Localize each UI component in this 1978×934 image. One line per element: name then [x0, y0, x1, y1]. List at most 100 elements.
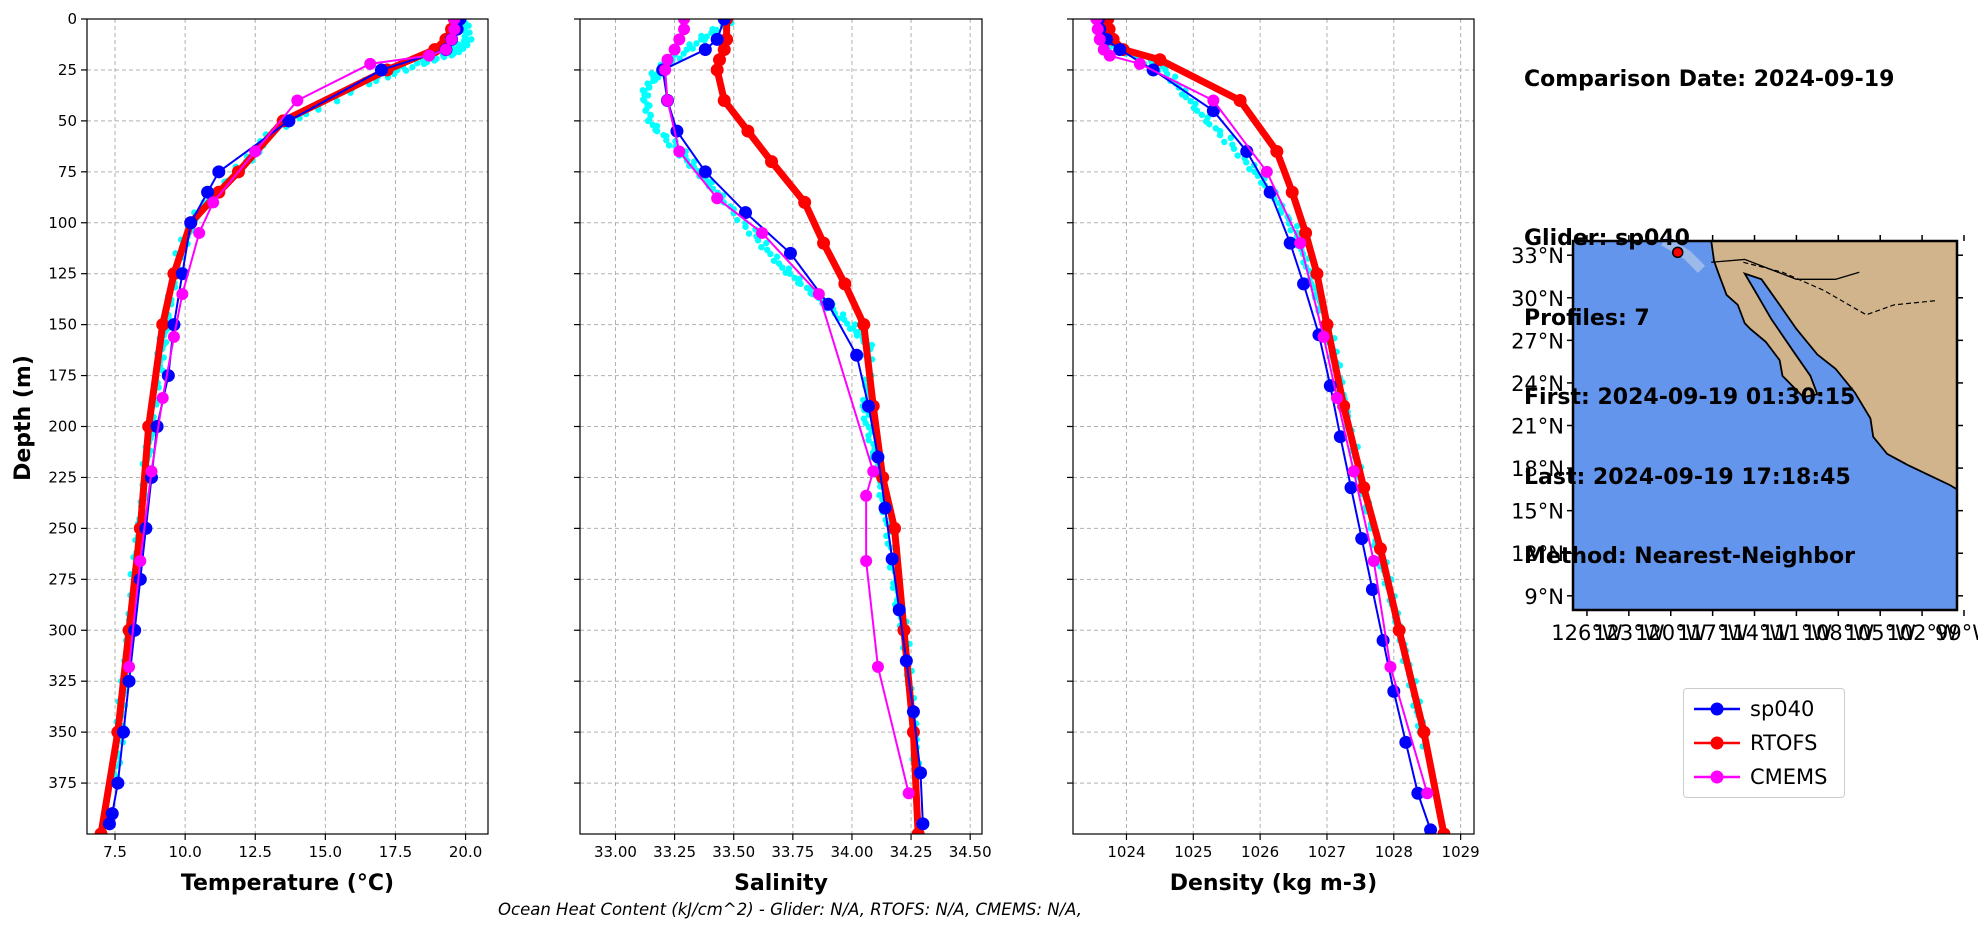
profile-count: Profiles: 7	[1524, 305, 1650, 331]
glider-profile-point	[763, 239, 770, 247]
cmems-point	[1367, 554, 1380, 567]
rtofs-point	[857, 318, 871, 332]
y-tick-label: 150	[48, 316, 77, 334]
glider-profile-point	[160, 354, 167, 361]
rtofs-point	[741, 124, 755, 138]
cmems-point	[661, 53, 674, 66]
lon-tick-label: 114°W	[1719, 621, 1791, 645]
lat-tick-label: 12°N	[1511, 542, 1564, 566]
glider-profile-point	[786, 270, 794, 277]
cmems-point	[673, 145, 686, 158]
country-border	[1711, 258, 1860, 280]
glider-profile-point	[651, 76, 659, 84]
cmems-point	[1103, 49, 1116, 62]
y-tick-label: 225	[48, 468, 77, 486]
lon-tick-label: 123°W	[1593, 621, 1665, 645]
glider-profile-point	[689, 45, 696, 52]
sp040-point	[1399, 735, 1413, 749]
sp040-point	[1206, 104, 1220, 118]
cmems-point	[1091, 23, 1104, 36]
cmems-point	[1347, 465, 1360, 478]
plot-frame	[579, 18, 983, 835]
y-tick-label: 175	[48, 367, 77, 385]
sp040-point	[212, 165, 226, 179]
x-tick-label: 33.25	[653, 843, 696, 861]
y-tick-label: 125	[48, 265, 77, 283]
sp040-point	[1263, 185, 1277, 199]
glider-profile-point	[791, 274, 798, 281]
sp040-point	[739, 206, 753, 220]
x-tick-label: 33.00	[594, 843, 637, 861]
glider-profile-point	[1182, 93, 1190, 101]
glider-profile-point	[889, 584, 897, 592]
rtofs-point	[156, 318, 170, 332]
sp040-point	[892, 603, 906, 617]
glider-profile-point	[665, 142, 673, 149]
glider-profile-point	[1206, 121, 1213, 128]
cmems-point	[1294, 237, 1307, 250]
y-tick-label: 350	[48, 723, 77, 741]
y-tick-label: 25	[58, 61, 77, 79]
cmems-point	[659, 63, 672, 76]
land-mass	[1710, 240, 1958, 491]
lon-tick-label: 117°W	[1677, 621, 1749, 645]
glider-profile-point	[690, 158, 698, 165]
state-border	[1743, 261, 1937, 316]
glider-profile-point	[468, 36, 475, 43]
rtofs-point	[1357, 481, 1371, 495]
glider-profile-point	[745, 230, 753, 237]
glider-profile-point	[839, 311, 847, 318]
cmems-point	[423, 49, 436, 62]
glider-profile-point	[767, 250, 774, 258]
legend-marker-sp040	[1694, 702, 1740, 716]
lon-tick-label: 102°W	[1886, 621, 1958, 645]
cmems-point	[1133, 57, 1146, 70]
rtofs-point	[86, 848, 99, 861]
salinity-panel: 33.00 33.25 33.50 33.75 34.00 34.25 34.50 Salin…	[574, 18, 992, 896]
cmems-point	[668, 43, 681, 56]
glider-profile-point	[644, 117, 652, 125]
cmems-point	[439, 43, 452, 56]
rtofs-point	[710, 63, 724, 77]
cmems-point	[448, 23, 461, 36]
sp040-point	[282, 114, 296, 128]
last-time: Last: 2024-09-19 17:18:45	[1524, 464, 1851, 490]
glider-profile-point	[1230, 145, 1238, 152]
sp040-point	[1411, 786, 1425, 800]
sp040-point	[850, 348, 864, 362]
rtofs-line	[97, 19, 458, 834]
y-tick-label: 300	[48, 621, 77, 639]
glider-profile-point	[708, 29, 715, 36]
x-tick-label: 10.0	[168, 843, 201, 861]
y-tick-label: 325	[48, 672, 77, 690]
glider-profile-point	[653, 127, 661, 135]
sp040-point	[698, 165, 712, 179]
x-tick-label: 1028	[1375, 843, 1413, 861]
glider-profile-point	[886, 564, 894, 571]
glider-profile-point	[1246, 165, 1253, 173]
x-tick-label: 33.75	[771, 843, 814, 861]
y-tick-label: 275	[48, 570, 77, 588]
rtofs-point	[717, 94, 731, 107]
y-tick-label: 50	[58, 112, 77, 130]
glider-profile-point	[758, 244, 765, 251]
x-tick-label: 34.00	[830, 843, 873, 861]
plot-area	[1090, 19, 1451, 834]
glider-profile-point	[779, 264, 786, 271]
ocean-heat-content-footer: Ocean Heat Content (kJ/cm^2) - Glider: N…	[498, 900, 1082, 919]
density-panel: 1024 1025 1026 1027 1028 1029 Density (kg m-3)	[1067, 18, 1480, 896]
lat-tick-label: 24°N	[1511, 372, 1564, 396]
sp040-point	[1424, 823, 1438, 834]
rtofs-point	[1270, 144, 1284, 158]
x-tick-label: 34.50	[949, 843, 992, 861]
cmems-point	[1093, 33, 1106, 46]
sp040-point	[374, 63, 388, 77]
comparison-date: Comparison Date: 2024-09-19	[1524, 67, 1895, 92]
cmems-point	[673, 33, 686, 46]
cmems-point	[678, 19, 691, 25]
cmems-point	[756, 226, 769, 239]
sp040-point	[128, 623, 142, 637]
glider-profile-point	[1187, 97, 1194, 105]
info-panel: Comparison Date: 2024-09-19 Glider: sp04…	[1524, 14, 1894, 597]
